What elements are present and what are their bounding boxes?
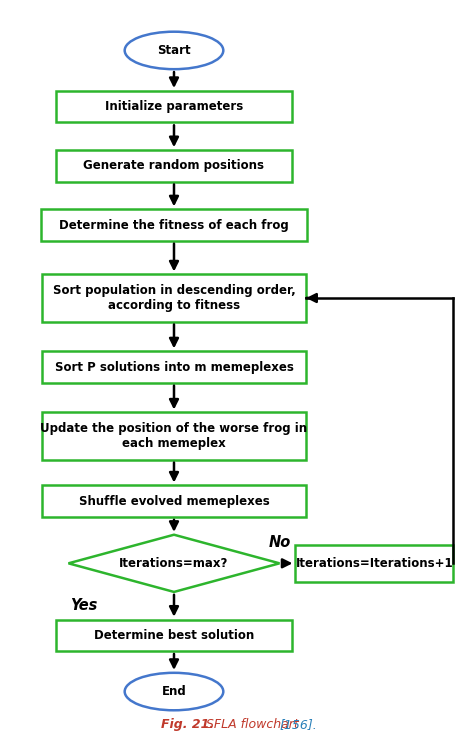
FancyBboxPatch shape [55,91,292,122]
FancyBboxPatch shape [42,413,306,459]
FancyBboxPatch shape [42,485,306,517]
Text: End: End [162,685,186,698]
Text: Sort P solutions into m memeplexes: Sort P solutions into m memeplexes [55,361,293,373]
Text: Iterations=Iterations+1: Iterations=Iterations+1 [295,556,453,570]
Text: No: No [268,534,291,550]
Text: Determine best solution: Determine best solution [94,629,254,642]
FancyBboxPatch shape [55,619,292,651]
Text: Initialize parameters: Initialize parameters [105,100,243,113]
Text: Start: Start [157,44,191,57]
Text: Sort population in descending order,
according to fitness: Sort population in descending order, acc… [53,284,295,312]
Ellipse shape [125,673,223,711]
Text: [156].: [156]. [280,717,317,731]
FancyBboxPatch shape [295,545,453,582]
Text: Determine the fitness of each frog: Determine the fitness of each frog [59,219,289,231]
Text: Shuffle evolved memeplexes: Shuffle evolved memeplexes [79,495,269,508]
Polygon shape [68,535,280,592]
Text: Iterations=max?: Iterations=max? [119,556,228,570]
FancyBboxPatch shape [42,351,306,383]
Text: Generate random positions: Generate random positions [83,159,264,173]
FancyBboxPatch shape [55,150,292,182]
Text: Fig. 21.: Fig. 21. [161,717,219,731]
Text: Update the position of the worse frog in
each memeplex: Update the position of the worse frog in… [40,422,308,450]
FancyBboxPatch shape [41,209,307,241]
Text: SFLA flowchart: SFLA flowchart [206,717,302,731]
Ellipse shape [125,32,223,69]
FancyBboxPatch shape [42,274,306,322]
Text: Yes: Yes [71,598,98,614]
